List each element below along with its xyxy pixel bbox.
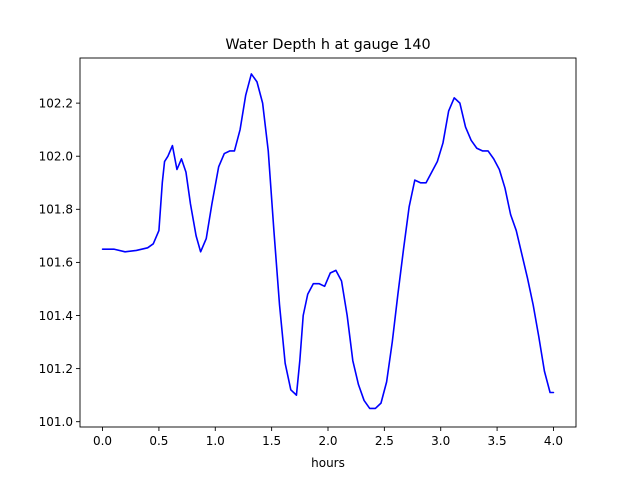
y-tick-label: 102.0	[39, 150, 73, 164]
y-tick-label: 101.8	[39, 203, 73, 217]
chart-title: Water Depth h at gauge 140	[225, 37, 430, 53]
y-tick-label: 101.2	[39, 362, 73, 376]
x-tick-label: 4.0	[544, 434, 563, 448]
y-tick-label: 101.4	[39, 309, 73, 323]
y-tick-label: 101.6	[39, 256, 73, 270]
x-tick-label: 3.0	[431, 434, 450, 448]
y-tick-label: 102.2	[39, 96, 73, 110]
x-axis-label: hours	[311, 456, 345, 470]
plot-area	[101, 73, 555, 410]
x-tick-label: 3.5	[488, 434, 507, 448]
series-line-0	[101, 73, 555, 410]
x-tick-label: 1.5	[262, 434, 281, 448]
x-tick-label: 0.5	[149, 434, 168, 448]
x-tick-label: 2.5	[375, 434, 394, 448]
x-tick-label: 0.0	[93, 434, 112, 448]
y-tick-label: 101.0	[39, 415, 73, 429]
x-tick-label: 1.0	[206, 434, 225, 448]
axes: 0.0 0.5 1.0 1.5 2.0 2.5 3.0 3.5 4.0 101.0 101.2 101…	[39, 57, 577, 448]
x-tick-label: 2.0	[318, 434, 337, 448]
